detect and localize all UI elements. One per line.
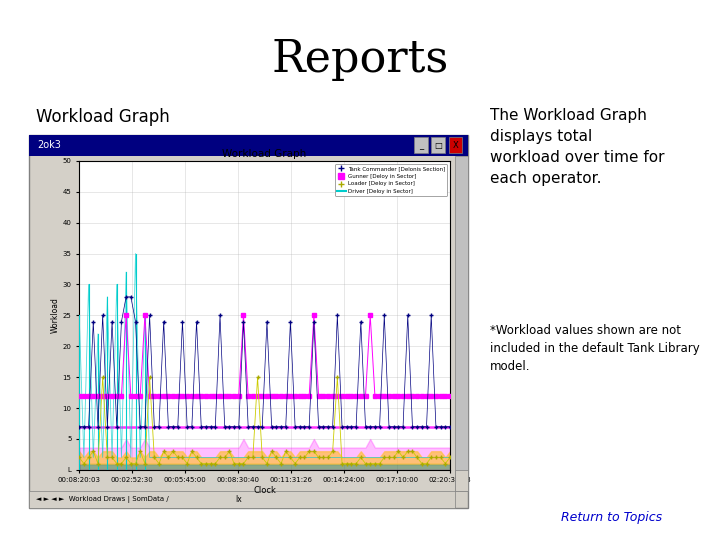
Text: lx: lx <box>235 495 242 504</box>
Text: _: _ <box>419 141 423 150</box>
Legend: Tank Commander [Delonis Section], Gunner [Deloy in Sector], Loader [Deloy in Sec: Tank Commander [Delonis Section], Gunner… <box>335 164 447 197</box>
Text: The Workload Graph
displays total
workload over time for
each operator.: The Workload Graph displays total worklo… <box>490 108 664 186</box>
Text: □: □ <box>434 141 442 150</box>
Text: 2ok3: 2ok3 <box>37 140 61 150</box>
Text: X: X <box>453 141 458 150</box>
Text: ◄ ► ◄ ►  Workload Draws | SomData /: ◄ ► ◄ ► Workload Draws | SomData / <box>36 496 168 503</box>
Text: Return to Topics: Return to Topics <box>562 511 662 524</box>
X-axis label: Clock: Clock <box>253 486 276 495</box>
Y-axis label: Workload: Workload <box>51 298 60 333</box>
Title: Workload Graph: Workload Graph <box>222 148 307 159</box>
Text: *Workload values shown are not
included in the default Tank Library
model.: *Workload values shown are not included … <box>490 324 699 373</box>
Text: Workload Graph: Workload Graph <box>36 108 170 126</box>
Text: Reports: Reports <box>271 38 449 81</box>
